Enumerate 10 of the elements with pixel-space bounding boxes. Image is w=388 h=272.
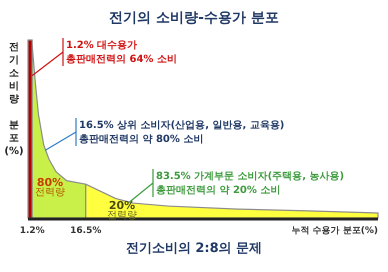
annotation: 16.5% 상위 소비자(산업용, 일반용, 교육용) 총판매전력의 약 80% 소비 [79,120,284,145]
annotation: 83.5% 가계부문 소비자(주택용, 농사용) 총판매전력의 약 20% 소비 [156,171,344,196]
chart-title: 전기의 소비량-수용가 분포 [109,10,279,26]
annotation: 80% 전력량 [35,176,65,198]
x-tick-label: 16.5% [70,226,102,236]
x-tick-label: 1.2% [20,226,45,236]
text: 전기소비의 2:8의 문제 [126,241,262,256]
text: 전기소비량 분포(%) [4,42,24,157]
annotation: 1.2% 대수용가 총판매전력의 64% 소비 [66,40,177,65]
x-axis-title: 누적 수용가 분포(%) [291,226,378,236]
